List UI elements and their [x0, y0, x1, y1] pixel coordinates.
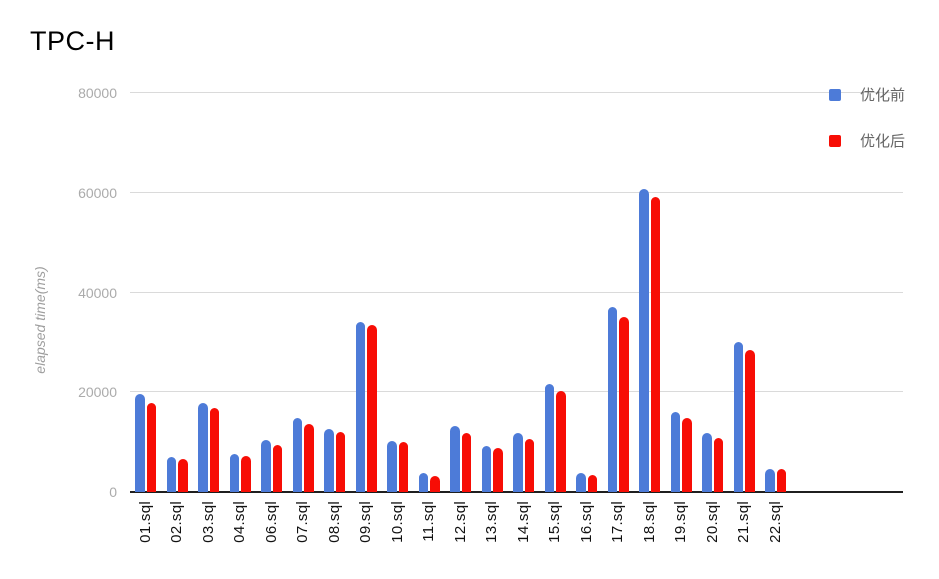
bar-优化后-16.sql: [587, 475, 598, 492]
y-tick-label: 40000: [78, 284, 117, 301]
bar-优化前-17.sql: [607, 307, 618, 492]
bar-优化后-01.sql: [146, 402, 157, 492]
x-tick-label: 13.sql: [483, 501, 501, 543]
x-tick-label: 01.sql: [136, 501, 154, 543]
bar-优化后-09.sql: [367, 325, 377, 492]
x-tick-label: 10.sql: [388, 501, 406, 543]
bar-优化前-08.sql: [324, 428, 334, 492]
gridline: [130, 92, 903, 93]
legend-label: 优化后: [860, 133, 906, 150]
legend: 优化前 优化后: [829, 84, 905, 176]
chart-title: TPC-H: [30, 26, 115, 56]
bar-优化后-07.sql: [304, 423, 314, 492]
bar-优化后-19.sql: [682, 417, 692, 492]
x-tick-label: 11.sql: [420, 501, 438, 542]
x-axis-line: [130, 491, 903, 493]
y-tick-label: 0: [109, 484, 117, 500]
x-tick-label: 07.sql: [294, 501, 312, 543]
bar-优化前-15.sql: [544, 384, 555, 492]
bar-优化前-04.sql: [229, 454, 240, 492]
x-tick-label: 21.sql: [735, 501, 753, 543]
bar-优化前-07.sql: [292, 417, 303, 492]
x-tick-label: 09.sql: [357, 501, 375, 543]
x-tick-label: 12.sql: [451, 501, 469, 543]
bar-优化后-08.sql: [335, 432, 346, 492]
bar-优化前-16.sql: [576, 472, 586, 492]
bar-优化前-19.sql: [670, 411, 681, 492]
bar-优化前-13.sql: [481, 445, 492, 492]
x-tick-label: 18.sql: [640, 501, 658, 543]
bar-优化前-02.sql: [166, 457, 177, 492]
x-tick-label: 02.sql: [168, 501, 186, 543]
y-tick-label: 80000: [78, 85, 117, 101]
bar-优化后-11.sql: [430, 475, 440, 492]
gridline: [130, 391, 903, 393]
x-tick-label: 06.sql: [262, 501, 280, 543]
bar-优化后-10.sql: [398, 441, 409, 492]
x-tick-label: 03.sql: [199, 501, 217, 543]
bar-优化后-14.sql: [524, 438, 535, 492]
legend-swatch-red-icon: [829, 134, 841, 147]
bar-优化前-01.sql: [135, 394, 145, 492]
x-tick-label: 14.sql: [514, 501, 532, 543]
bar-优化后-12.sql: [461, 433, 472, 492]
bar-优化后-21.sql: [745, 350, 755, 492]
bar-优化后-18.sql: [650, 197, 661, 492]
x-tick-label: 22.sql: [766, 501, 784, 543]
bar-优化后-20.sql: [713, 437, 724, 492]
gridline: [130, 191, 903, 193]
x-tick-label: 17.sql: [609, 501, 627, 543]
bar-优化后-06.sql: [272, 445, 283, 492]
y-tick-label: 20000: [78, 384, 117, 401]
bar-优化后-04.sql: [241, 456, 251, 492]
x-tick-label: 15.sql: [546, 501, 564, 543]
x-tick-label: 16.sql: [577, 501, 595, 543]
bar-优化前-18.sql: [639, 188, 649, 492]
x-tick-label: 19.sql: [672, 501, 690, 543]
bar-优化前-11.sql: [418, 472, 429, 492]
bar-优化前-14.sql: [513, 433, 523, 492]
bar-优化后-15.sql: [556, 391, 566, 492]
bar-优化前-21.sql: [733, 342, 744, 492]
bar-优化前-12.sql: [450, 425, 460, 492]
legend-item-before: 优化前: [829, 84, 905, 105]
legend-swatch-blue-icon: [829, 88, 841, 101]
bar-优化后-02.sql: [178, 458, 188, 492]
bar-优化前-20.sql: [702, 433, 712, 492]
bar-优化前-06.sql: [261, 439, 271, 492]
bar-优化后-13.sql: [493, 447, 503, 492]
bar-优化前-22.sql: [765, 468, 775, 492]
x-tick-label: 04.sql: [231, 501, 249, 543]
y-axis-title: elapsed time(ms): [32, 266, 48, 374]
gridline: [130, 291, 903, 293]
bar-优化后-17.sql: [619, 316, 629, 492]
legend-label: 优化前: [860, 87, 906, 104]
y-tick-label: 60000: [78, 184, 117, 201]
bar-优化后-22.sql: [776, 469, 787, 492]
bar-优化前-10.sql: [387, 441, 397, 492]
x-tick-label: 08.sql: [325, 501, 343, 543]
bar-优化前-03.sql: [198, 403, 208, 492]
legend-item-after: 优化后: [829, 130, 905, 151]
plot-area: [130, 92, 903, 493]
x-tick-label: 20.sql: [703, 501, 721, 543]
bar-优化前-09.sql: [355, 321, 366, 492]
bar-优化后-03.sql: [209, 407, 220, 492]
